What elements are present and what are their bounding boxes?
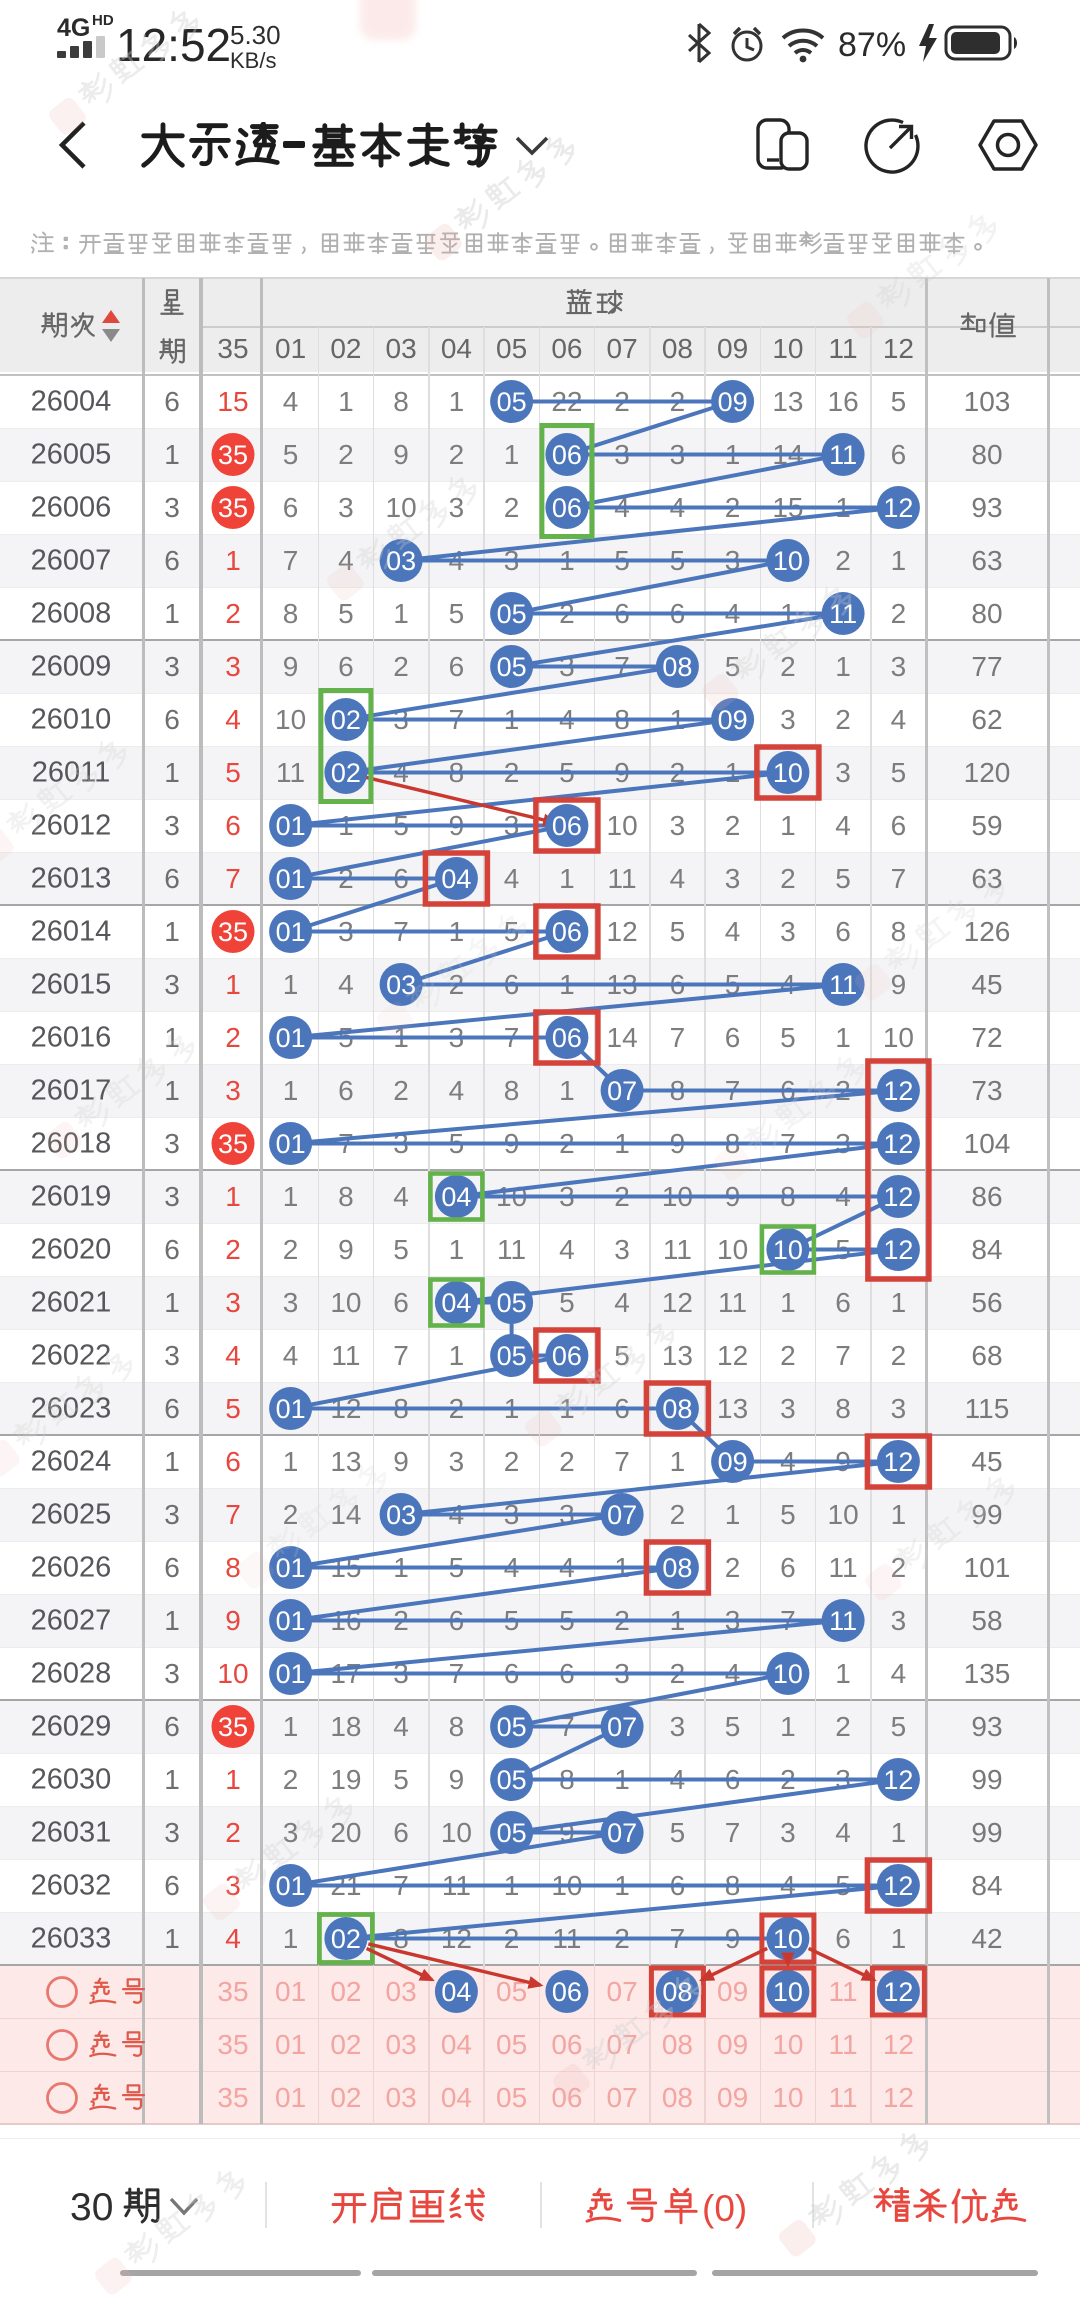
svg-text:11: 11 (829, 440, 857, 470)
svg-text:04: 04 (441, 1977, 471, 2007)
svg-text:35: 35 (218, 1712, 248, 1742)
svg-text:10: 10 (773, 1659, 803, 1689)
svg-text:03: 03 (386, 546, 416, 576)
svg-text:02: 02 (331, 705, 361, 735)
svg-text:09: 09 (718, 1447, 748, 1477)
svg-text:01: 01 (276, 1023, 306, 1053)
svg-text:12: 12 (883, 1235, 913, 1265)
svg-text:01: 01 (276, 1394, 306, 1424)
svg-text:07: 07 (607, 1712, 637, 1742)
svg-text:11: 11 (829, 1606, 857, 1636)
svg-text:12: 12 (883, 493, 913, 523)
svg-text:01: 01 (276, 811, 306, 841)
svg-text:06: 06 (552, 493, 582, 523)
svg-text:06: 06 (552, 811, 582, 841)
svg-text:12: 12 (883, 1129, 913, 1159)
svg-text:10: 10 (773, 758, 803, 788)
svg-text:12: 12 (883, 1871, 913, 1901)
svg-text:01: 01 (276, 1659, 306, 1689)
svg-text:04: 04 (441, 1288, 471, 1318)
svg-text:06: 06 (552, 917, 582, 947)
svg-text:02: 02 (331, 1924, 361, 1954)
svg-text:01: 01 (276, 917, 306, 947)
svg-text:11: 11 (829, 970, 857, 1000)
svg-text:10: 10 (773, 546, 803, 576)
svg-text:05: 05 (497, 1818, 527, 1848)
svg-text:35: 35 (218, 917, 248, 947)
svg-text:07: 07 (607, 1818, 637, 1848)
svg-text:05: 05 (497, 1712, 527, 1742)
svg-text:07: 07 (607, 1076, 637, 1106)
svg-text:06: 06 (552, 1023, 582, 1053)
svg-text:35: 35 (218, 440, 248, 470)
svg-text:12: 12 (883, 1977, 913, 2007)
svg-text:01: 01 (276, 1606, 306, 1636)
svg-text:04: 04 (441, 1182, 471, 1212)
svg-text:05: 05 (497, 599, 527, 629)
svg-text:07: 07 (607, 1500, 637, 1530)
svg-text:05: 05 (497, 387, 527, 417)
svg-text:09: 09 (718, 705, 748, 735)
svg-text:05: 05 (497, 1341, 527, 1371)
svg-text:05: 05 (497, 652, 527, 682)
svg-text:05: 05 (497, 1765, 527, 1795)
svg-text:02: 02 (331, 758, 361, 788)
svg-text:12: 12 (883, 1765, 913, 1795)
svg-text:01: 01 (276, 864, 306, 894)
svg-text:10: 10 (773, 1977, 803, 2007)
svg-text:06: 06 (552, 1977, 582, 2007)
svg-text:03: 03 (386, 1500, 416, 1530)
svg-text:35: 35 (218, 1129, 248, 1159)
svg-text:09: 09 (718, 387, 748, 417)
svg-text:06: 06 (552, 440, 582, 470)
svg-text:10: 10 (773, 1235, 803, 1265)
svg-text:01: 01 (276, 1129, 306, 1159)
svg-text:01: 01 (276, 1553, 306, 1583)
svg-text:06: 06 (552, 1341, 582, 1371)
svg-text:08: 08 (662, 652, 692, 682)
svg-text:10: 10 (773, 1924, 803, 1954)
svg-text:03: 03 (386, 970, 416, 1000)
svg-text:08: 08 (662, 1394, 692, 1424)
svg-text:12: 12 (883, 1447, 913, 1477)
svg-text:12: 12 (883, 1182, 913, 1212)
svg-text:08: 08 (662, 1553, 692, 1583)
svg-text:35: 35 (218, 493, 248, 523)
svg-text:12: 12 (883, 1076, 913, 1106)
svg-text:01: 01 (276, 1871, 306, 1901)
svg-text:04: 04 (441, 864, 471, 894)
svg-text:05: 05 (497, 1288, 527, 1318)
